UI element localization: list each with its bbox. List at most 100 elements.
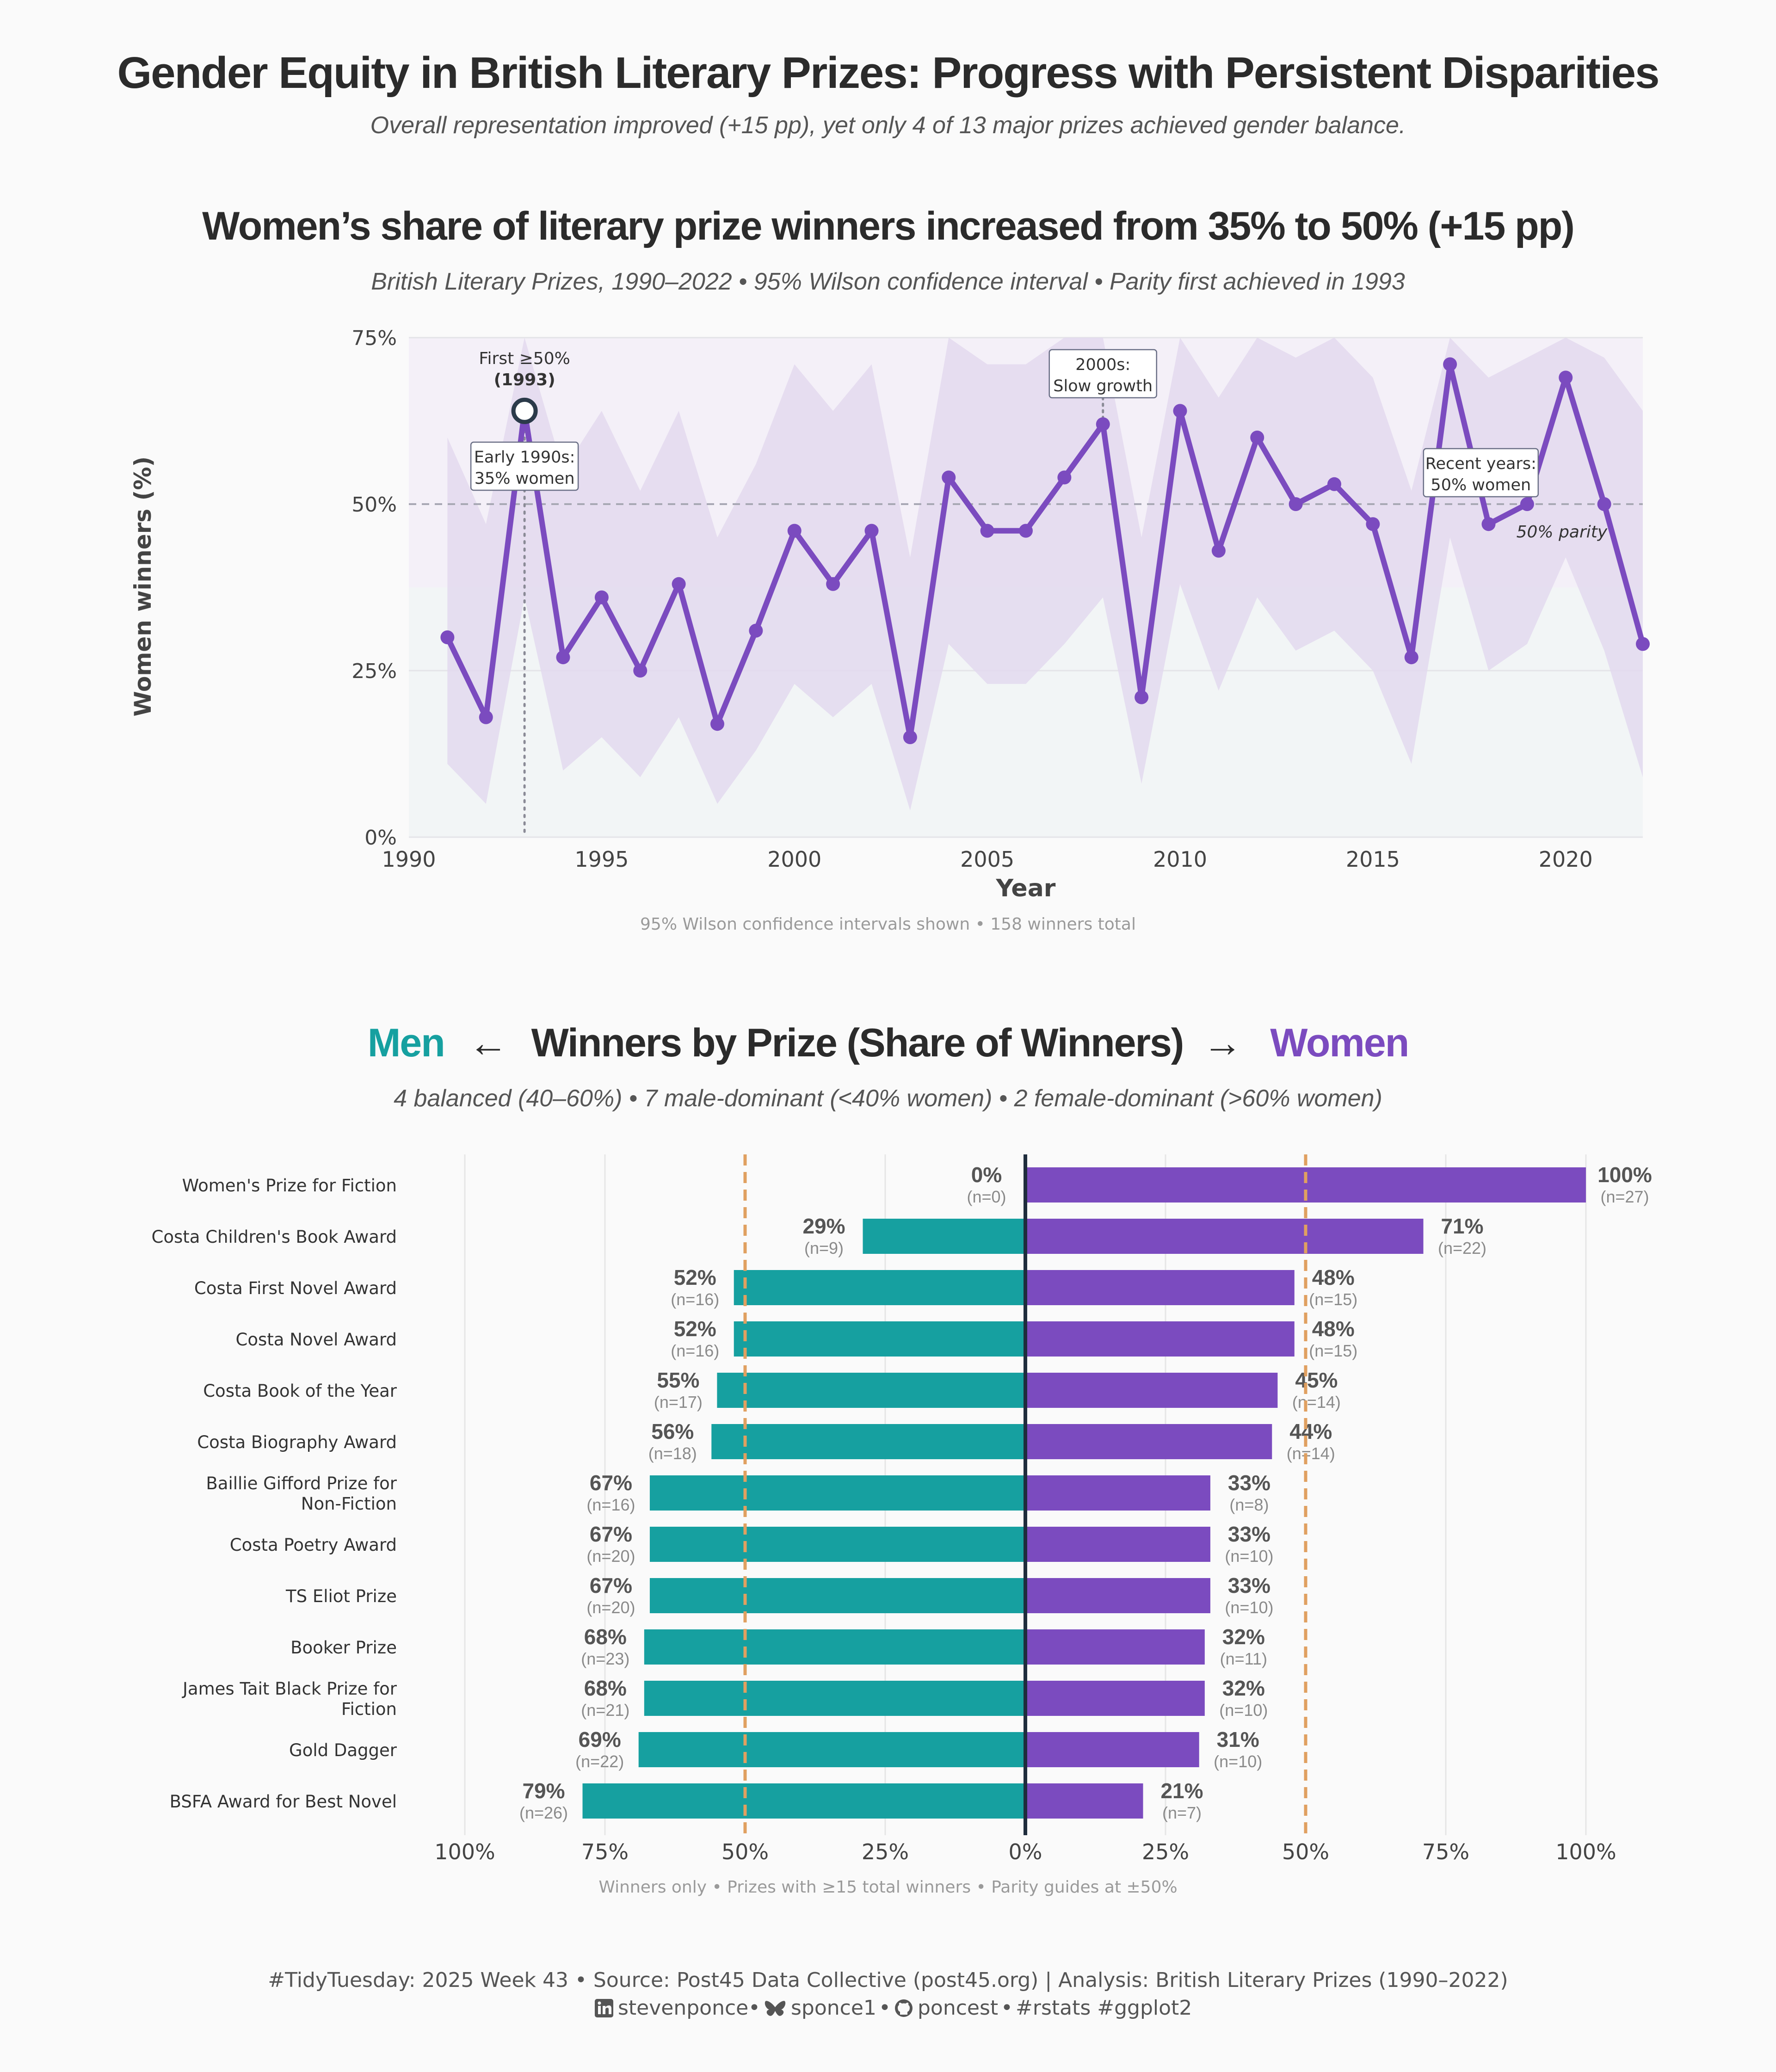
category-label: Costa Novel Award — [235, 1330, 397, 1350]
men-n-label: (n=22) — [575, 1752, 624, 1771]
bar-chart-subtitle: 4 balanced (40–60%) • 7 male-dominant (<… — [394, 1085, 1382, 1112]
x-tick-label: 2015 — [1346, 847, 1400, 872]
category-label: Gold Dagger — [289, 1740, 397, 1760]
men-value-label: 67% — [590, 1522, 632, 1546]
data-point — [980, 524, 994, 538]
bar-chart-title: Men ← Winners by Prize (Share of Winners… — [368, 1021, 1408, 1065]
x-tick-label: 1990 — [382, 847, 436, 872]
women-n-label: (n=8) — [1229, 1495, 1269, 1514]
men-bar — [649, 1527, 1025, 1562]
women-bar — [1025, 1681, 1205, 1716]
men-n-label: (n=16) — [671, 1341, 719, 1360]
bar-chart-footnote: Winners only • Prizes with ≥15 total win… — [598, 1878, 1177, 1897]
bar-title-middle: Winners by Prize (Share of Winners) — [531, 1021, 1184, 1065]
line-plot-area: 50% parity First ≥50% (1993) Early 1990s: 35… — [352, 327, 1650, 872]
men-value-label: 56% — [651, 1419, 694, 1443]
line-chart-ylabel: Women winners (%) — [130, 456, 156, 717]
footer-tags: #rstats #ggplot2 — [1016, 1996, 1192, 2020]
women-value-label: 44% — [1289, 1419, 1332, 1443]
data-point — [1135, 690, 1149, 704]
x-tick-label: 0% — [1009, 1839, 1042, 1864]
category-label: Women's Prize for Fiction — [182, 1176, 397, 1196]
x-tick-label: 25% — [862, 1839, 909, 1864]
men-value-label: 52% — [674, 1265, 716, 1289]
women-value-label: 21% — [1160, 1779, 1203, 1803]
data-point — [826, 577, 840, 591]
line-chart-footnote: 95% Wilson confidence intervals shown • … — [640, 915, 1136, 934]
women-bar — [1025, 1578, 1210, 1613]
data-point — [1404, 650, 1418, 665]
footer-bluesky-handle: sponce1 — [791, 1996, 876, 2020]
women-value-label: 33% — [1228, 1522, 1270, 1546]
linkedin-icon — [595, 1999, 613, 2017]
women-n-label: (n=10) — [1214, 1752, 1262, 1771]
data-point — [903, 730, 917, 744]
category-label: BSFA Award for Best Novel — [170, 1792, 397, 1812]
data-point — [1250, 431, 1264, 444]
data-point — [479, 710, 493, 724]
women-value-label: 32% — [1222, 1625, 1265, 1649]
confidence-band — [447, 338, 1643, 811]
annotation-first-line1: First ≥50% — [479, 349, 570, 368]
data-point — [1520, 497, 1534, 511]
women-value-label: 71% — [1441, 1214, 1483, 1238]
data-point — [1096, 417, 1110, 432]
x-tick-label: 75% — [581, 1839, 629, 1864]
data-point — [942, 470, 956, 485]
men-value-label: 29% — [802, 1214, 845, 1238]
category-label: Booker Prize — [290, 1638, 397, 1658]
x-tick-label: 2005 — [960, 847, 1014, 872]
women-bar — [1025, 1527, 1210, 1562]
data-point — [749, 623, 763, 638]
x-tick-label: 1995 — [574, 847, 629, 872]
men-bar — [717, 1373, 1025, 1408]
data-point — [1019, 524, 1033, 538]
x-tick-label: 2000 — [767, 847, 821, 872]
bar-title-women: Women — [1270, 1021, 1408, 1065]
women-value-label: 33% — [1228, 1471, 1270, 1495]
github-icon — [895, 1999, 913, 2017]
footer-sep-1: • — [748, 1996, 760, 2020]
annotation-first-line2: (1993) — [494, 370, 555, 389]
annotation-recent-line1: Recent years: — [1425, 455, 1536, 473]
women-bar — [1025, 1783, 1143, 1819]
women-value-label: 48% — [1312, 1265, 1355, 1289]
women-bar — [1025, 1373, 1278, 1408]
x-tick-label: 25% — [1142, 1839, 1189, 1864]
bar-title-right-arrow: → — [1202, 1021, 1241, 1065]
men-value-label: 55% — [657, 1368, 699, 1392]
category-label: Costa Poetry Award — [230, 1535, 397, 1555]
data-point — [710, 717, 724, 731]
men-n-label: (n=23) — [581, 1649, 629, 1668]
y-tick-label: 25% — [352, 660, 397, 683]
annotation-recent-box — [1423, 448, 1539, 498]
men-value-label: 0% — [971, 1163, 1002, 1187]
data-point — [1443, 357, 1457, 371]
data-point — [672, 577, 686, 591]
women-n-label: (n=10) — [1219, 1701, 1268, 1720]
women-n-label: (n=15) — [1309, 1290, 1357, 1309]
data-point — [1597, 497, 1611, 511]
parity-label: 50% parity — [1517, 523, 1608, 542]
data-point — [1366, 517, 1380, 531]
x-tick-label: 50% — [722, 1839, 769, 1864]
x-tick-label: 2020 — [1539, 847, 1593, 872]
men-n-label: (n=9) — [804, 1239, 844, 1258]
category-label: Baillie Gifford Prize for — [206, 1474, 397, 1493]
men-n-label: (n=18) — [648, 1444, 697, 1463]
men-n-label: (n=0) — [967, 1187, 1006, 1206]
men-bar — [644, 1629, 1025, 1665]
women-n-label: (n=14) — [1287, 1444, 1335, 1463]
category-label: Costa Book of the Year — [203, 1381, 397, 1401]
annotation-early-line2: 35% women — [475, 469, 575, 488]
women-bar — [1025, 1321, 1295, 1357]
footer: #TidyTuesday: 2025 Week 43 • Source: Pos… — [268, 1968, 1508, 2020]
y-tick-label: 50% — [352, 493, 397, 517]
annotation-2000s-line1: 2000s: — [1075, 356, 1130, 374]
footer-source: #TidyTuesday: 2025 Week 43 • Source: Pos… — [268, 1968, 1508, 1992]
annotation-2000s-line2: Slow growth — [1053, 377, 1153, 395]
women-n-label: (n=7) — [1162, 1803, 1202, 1822]
line-chart: Women’s share of literary prize winners … — [130, 204, 1650, 934]
men-bar — [649, 1475, 1025, 1511]
men-n-label: (n=16) — [586, 1495, 635, 1514]
